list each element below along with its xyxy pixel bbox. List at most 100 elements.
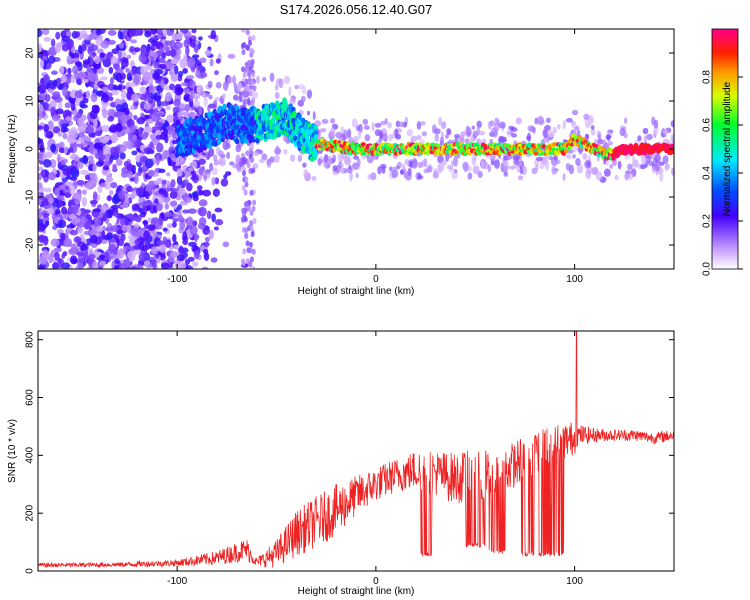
spectrogram-cell <box>567 149 574 154</box>
spectrogram-cell <box>81 78 89 84</box>
spectrogram-cell <box>110 181 118 189</box>
spectrogram-cell <box>148 83 154 94</box>
spectrogram-cell <box>43 74 51 85</box>
spectrogram-cell <box>152 258 157 269</box>
spectrogram-cell <box>249 189 254 196</box>
spectrogram-cell <box>162 29 168 38</box>
spectrogram-cell <box>595 171 603 181</box>
spectrogram-cell <box>112 89 120 96</box>
spectrogram-cell <box>498 121 506 129</box>
spectrogram-cell <box>101 230 106 240</box>
spectrogram-cell <box>74 90 83 99</box>
spectrogram-cell <box>89 174 95 179</box>
spectrogram-cell <box>41 169 46 177</box>
spectrogram-cell <box>241 185 246 192</box>
spectrogram-cell <box>214 97 222 102</box>
spectrogram-cell <box>42 55 48 60</box>
spectrogram-cell <box>250 156 255 163</box>
spectrogram-cell <box>119 146 126 153</box>
spectrogram-cell <box>89 158 95 166</box>
spectrogram-cell <box>196 185 203 191</box>
spectrogram-cell <box>184 103 191 112</box>
spectrogram-cell <box>120 56 129 63</box>
spectrogram-cell <box>48 253 54 264</box>
spectrogram-cell <box>120 89 127 99</box>
spectrogram-cell <box>70 101 76 111</box>
spectrogram-cell <box>597 133 602 144</box>
spectrogram-cell <box>252 218 257 225</box>
spectrogram-cell <box>432 171 438 179</box>
spectrogram-cell <box>209 58 214 67</box>
spectrogram-cell <box>609 164 614 169</box>
spectrogram-cell <box>381 166 386 174</box>
spectrogram-cell <box>184 35 190 41</box>
spectrogram-cell <box>108 96 114 102</box>
spectrogram-cell <box>141 200 151 207</box>
spectrogram-cell <box>169 191 178 199</box>
spectrogram-cell <box>337 152 344 163</box>
spectrogram-cell <box>446 165 454 170</box>
spectrogram-cell <box>313 134 318 141</box>
spectrogram-cell <box>184 175 189 181</box>
spectrogram-cell <box>173 98 181 107</box>
spectrogram-cell <box>38 166 44 171</box>
spectrogram-cell <box>101 93 110 103</box>
spectrogram-cell <box>119 152 126 160</box>
spectrogram-cell <box>155 57 160 64</box>
spectrogram-cell <box>143 260 151 267</box>
spectrogram-cell <box>440 131 445 139</box>
spectrogram-cell <box>194 94 198 101</box>
snr-xtick-label: 100 <box>566 576 583 587</box>
spectrogram-cell <box>297 113 302 120</box>
spectrogram-cell <box>532 126 536 134</box>
spectrogram-cell <box>175 119 181 126</box>
spectrogram-cell <box>80 169 90 176</box>
spectrogram-cell <box>481 138 487 144</box>
spectrogram-cell <box>371 121 375 132</box>
spectrogram-cell <box>188 80 196 89</box>
spectrogram-cell <box>115 122 123 133</box>
spectrogram-cell <box>81 189 87 195</box>
spectrogram-cell <box>58 199 64 208</box>
spectrogram-cell <box>43 124 49 133</box>
spectrogram-cell <box>640 164 647 170</box>
spectrogram-cell <box>246 71 251 78</box>
spectrogram-cell <box>183 53 188 64</box>
spectrogram-cell <box>319 128 327 133</box>
spectrogram-cell <box>471 157 477 166</box>
snr-xtick-label: -100 <box>167 576 187 587</box>
spectrogram-cell <box>115 72 123 83</box>
spectrogram-cell <box>627 163 633 171</box>
spectrogram-cell <box>321 118 329 124</box>
spectrogram-cell <box>156 99 162 107</box>
spectrogram-cell <box>571 109 579 116</box>
spectrogram-cell <box>283 75 291 85</box>
spectrogram-cell <box>170 250 178 259</box>
spectrogram-cell <box>68 248 77 256</box>
spectrogram-cell <box>192 192 198 197</box>
spectrogram-cell <box>110 133 119 143</box>
colorbar-tick-label: 0.2 <box>702 214 713 228</box>
spectrogram-cell <box>208 229 214 240</box>
spectrogram-cell <box>99 260 106 266</box>
spectrogram-cell <box>97 185 103 194</box>
spectrogram-cell <box>242 248 247 255</box>
spectrogram-cell <box>206 210 212 220</box>
spectrogram-cell <box>88 229 98 236</box>
spectrogram-cell <box>92 162 97 172</box>
spectrogram-cell <box>250 58 255 65</box>
spectrogram-cell <box>143 230 151 240</box>
spectrogram-cell <box>138 264 144 269</box>
spectrogram-cell <box>166 114 175 123</box>
spectrogram-cell <box>62 168 70 176</box>
colorbar: 0.0 0.2 0.4 0.6 0.8 Normalized spectral ampl… <box>702 28 743 276</box>
spectrogram-cell <box>301 86 307 95</box>
spectrogram-cell <box>117 49 122 59</box>
spectrogram-cell <box>247 59 252 66</box>
spectrogram-cell <box>340 126 345 135</box>
spectrogram-cell <box>519 167 524 175</box>
spectrogram-cell <box>89 199 98 205</box>
spectrogram-cell <box>130 39 137 44</box>
spectrogram-cell <box>221 93 227 99</box>
spectrogram-cell <box>114 258 120 264</box>
